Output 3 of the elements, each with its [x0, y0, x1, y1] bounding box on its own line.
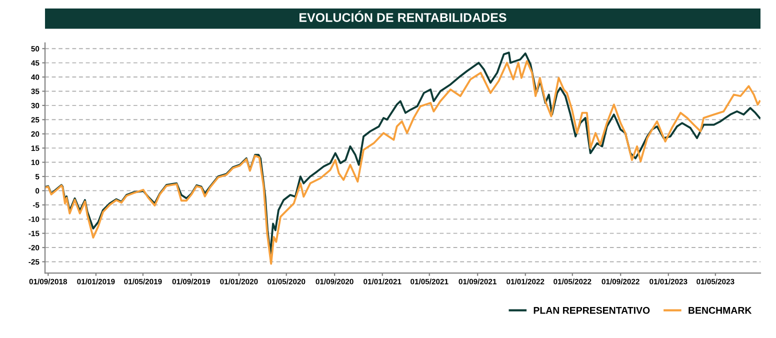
- legend-label: BENCHMARK: [688, 306, 752, 314]
- chart-title: EVOLUCIÓN DE RENTABILIDADES: [300, 10, 506, 22]
- legend-label: PLAN REPRESENTATIVO: [534, 306, 650, 314]
